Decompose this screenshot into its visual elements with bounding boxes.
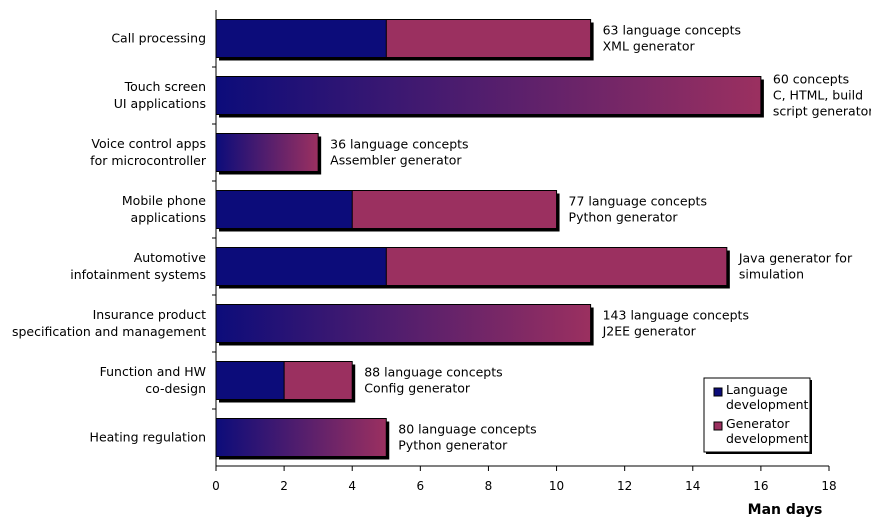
bar-combined-development — [216, 133, 319, 172]
bar-generator-development — [284, 361, 353, 400]
bar-annotation: 143 language concepts J2EE generator — [602, 308, 749, 339]
category-label: Heating regulation — [90, 430, 206, 445]
bar-combined-development — [216, 418, 387, 457]
x-axis-label: Man days — [748, 502, 823, 518]
bar-generator-development — [352, 190, 557, 229]
bar-annotation: 88 language concepts Config generator — [364, 365, 502, 396]
category-label: Mobile phone applications — [122, 193, 206, 225]
bar-language-development — [216, 361, 285, 400]
x-tick-label: 0 — [212, 479, 220, 493]
bar-combined-development — [216, 304, 591, 343]
bar-combined-development — [216, 76, 761, 115]
legend-label: Language development — [726, 382, 809, 412]
x-tick-label: 4 — [348, 479, 356, 493]
bar-annotation: Java generator for simulation — [738, 251, 853, 282]
category-label: Automotive infotainment systems — [70, 250, 206, 282]
bar-generator-development — [386, 19, 591, 58]
category-label: Function and HW co-design — [100, 364, 206, 396]
category-label: Voice control apps for microcontroller — [90, 136, 207, 168]
x-tick-label: 2 — [280, 479, 288, 493]
bar-annotation: 80 language concepts Python generator — [398, 422, 536, 453]
bar-annotation: 77 language concepts Python generator — [569, 194, 707, 225]
legend-swatch — [713, 387, 723, 397]
category-label: Touch screen UI applications — [114, 79, 206, 111]
bar-language-development — [216, 247, 387, 286]
x-tick-label: 8 — [485, 479, 493, 493]
legend-swatch — [713, 421, 723, 431]
bar-language-development — [216, 190, 353, 229]
x-tick-label: 16 — [753, 479, 768, 493]
bar-annotation: 63 language concepts XML generator — [603, 23, 741, 54]
x-tick-label: 6 — [417, 479, 425, 493]
x-tick-label: 14 — [685, 479, 700, 493]
bar-generator-development — [386, 247, 727, 286]
x-tick-label: 10 — [549, 479, 564, 493]
bar-language-development — [216, 19, 387, 58]
category-label: Insurance product specification and manag… — [12, 307, 206, 339]
x-tick-label: 18 — [821, 479, 836, 493]
x-tick-label: 12 — [617, 479, 632, 493]
bar-annotation: 60 concepts C, HTML, build script generato… — [773, 72, 871, 119]
legend-label: Generator development — [726, 416, 809, 446]
category-label: Call processing — [111, 31, 206, 46]
bar-annotation: 36 language concepts Assembler generator — [330, 137, 468, 168]
